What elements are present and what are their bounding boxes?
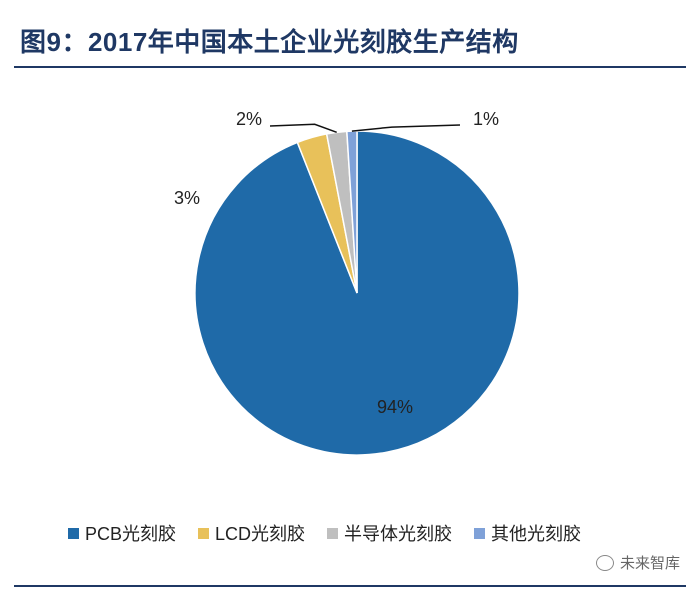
legend-item-other: 其他光刻胶 [474,520,581,546]
legend-swatch-pcb [68,527,79,539]
watermark: 未来智库 [595,552,680,573]
legend-label-lcd: LCD光刻胶 [215,524,306,544]
watermark-text: 未来智库 [619,555,680,572]
legend-swatch-other [474,527,486,539]
legend-item-pcb: PCB光刻胶 [68,520,176,546]
legend-swatch-lcd [198,527,210,539]
chart-title: 图9：2017年中国本土企业光刻胶生产结构 [20,27,519,57]
legend-label-pcb: PCB光刻胶 [85,524,177,544]
leader-line-semiconductor [269,123,337,133]
legend: PCB光刻胶 LCD光刻胶 半导体光刻胶 其他光刻胶 [68,520,581,546]
leader-line-other [351,124,461,132]
title-divider [14,66,686,68]
wechat-icon [595,554,614,571]
data-label-semiconductor: 2% [236,109,262,129]
data-label-lcd: 3% [174,188,200,208]
legend-label-other: 其他光刻胶 [491,524,582,544]
data-label-pcb: 94% [377,397,413,417]
legend-item-semiconductor: 半导体光刻胶 [327,520,452,546]
legend-label-semiconductor: 半导体光刻胶 [344,524,453,544]
bottom-divider [14,585,686,587]
data-label-other: 1% [473,109,499,129]
legend-item-lcd: LCD光刻胶 [198,520,305,546]
legend-swatch-semiconductor [327,527,339,539]
